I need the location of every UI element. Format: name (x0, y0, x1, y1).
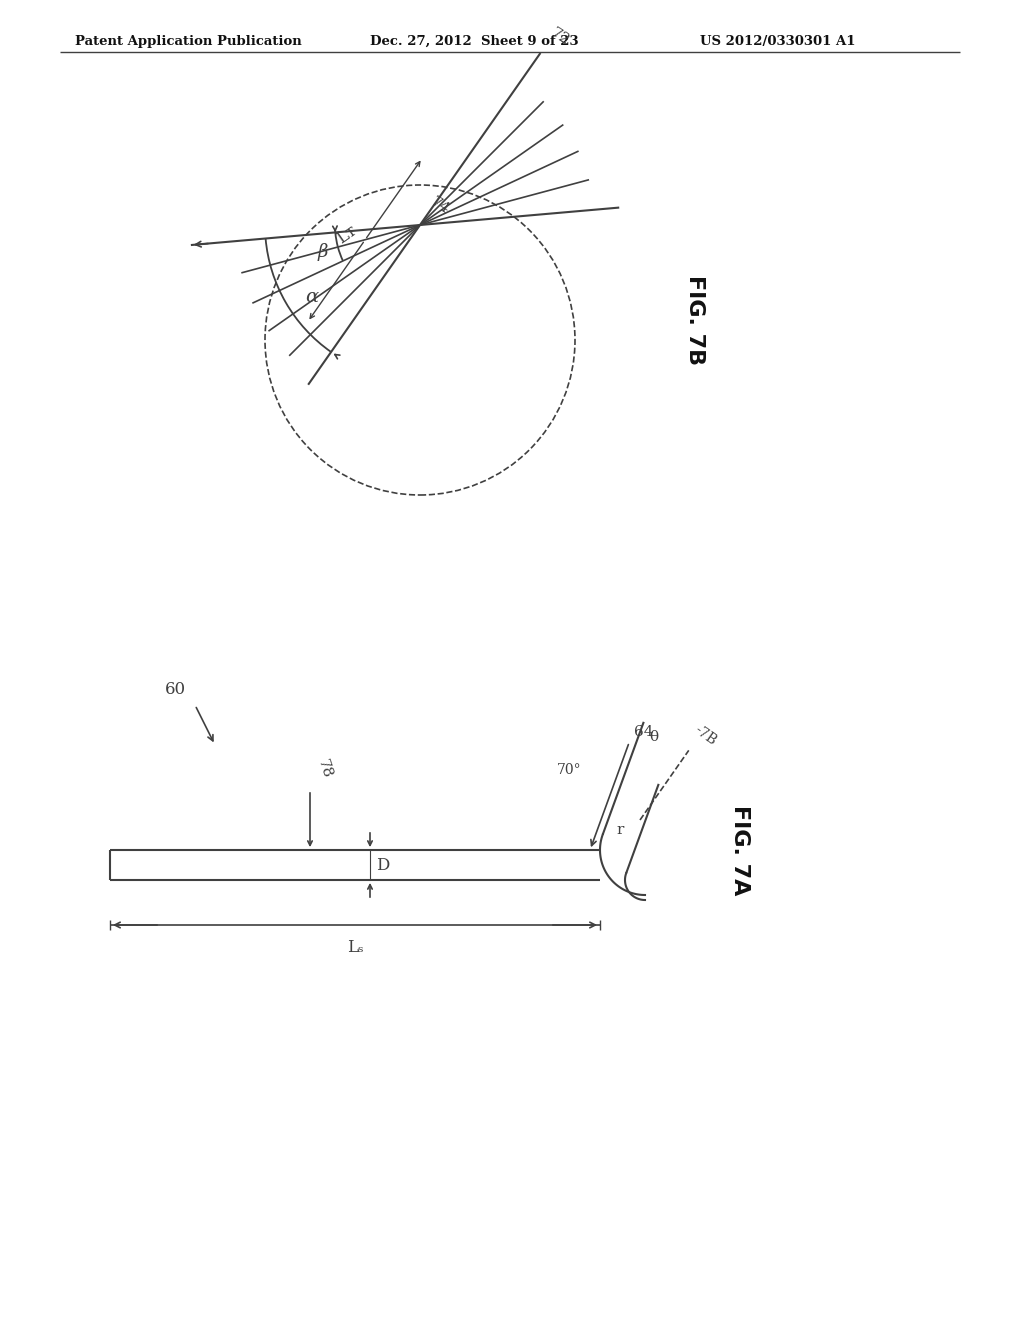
Text: Patent Application Publication: Patent Application Publication (75, 36, 302, 48)
Text: 64: 64 (634, 725, 654, 739)
Text: FIG. 7B: FIG. 7B (685, 275, 705, 366)
Text: α: α (305, 289, 318, 306)
Text: r: r (616, 822, 624, 837)
Text: Lᴛ: Lᴛ (334, 222, 360, 248)
Text: D: D (376, 857, 389, 874)
Text: 78: 78 (315, 758, 334, 780)
Text: 74: 74 (428, 195, 452, 216)
Text: -7B: -7B (692, 723, 719, 748)
Text: β: β (317, 243, 328, 261)
Text: θ: θ (649, 730, 657, 744)
Text: US 2012/0330301 A1: US 2012/0330301 A1 (700, 36, 855, 48)
Text: Dec. 27, 2012  Sheet 9 of 23: Dec. 27, 2012 Sheet 9 of 23 (370, 36, 579, 48)
Text: 72: 72 (549, 25, 572, 48)
Text: Lₛ: Lₛ (347, 939, 364, 956)
Text: 70°: 70° (557, 763, 582, 776)
Text: FIG. 7A: FIG. 7A (730, 805, 750, 895)
Text: 60: 60 (165, 681, 185, 698)
